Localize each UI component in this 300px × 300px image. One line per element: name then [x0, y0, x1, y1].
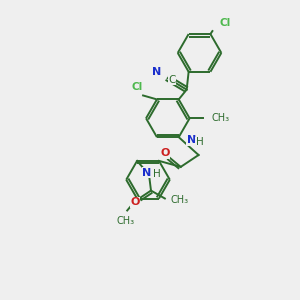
Text: H: H	[153, 169, 161, 179]
Text: C: C	[168, 75, 176, 85]
Text: O: O	[160, 148, 170, 158]
Text: CH₃: CH₃	[116, 216, 134, 226]
Text: N: N	[187, 135, 196, 145]
Text: N: N	[142, 168, 152, 178]
Text: N: N	[152, 67, 162, 77]
Text: O: O	[130, 197, 140, 208]
Text: Cl: Cl	[219, 18, 231, 28]
Text: CH₃: CH₃	[171, 196, 189, 206]
Text: CH₃: CH₃	[212, 113, 230, 123]
Text: Cl: Cl	[131, 82, 143, 92]
Text: H: H	[196, 137, 203, 147]
